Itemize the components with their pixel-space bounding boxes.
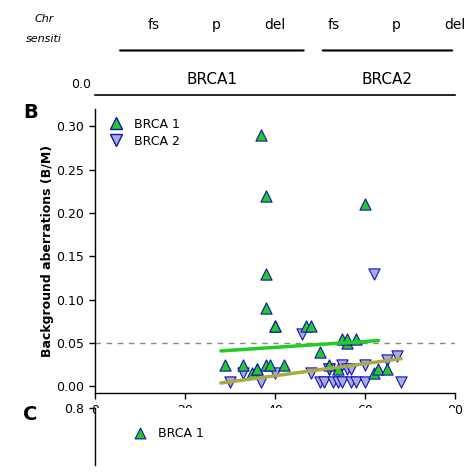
Point [374, 365, 382, 373]
Legend: BRCA 1, BRCA 2: BRCA 1, BRCA 2 [101, 115, 182, 150]
Point [334, 378, 342, 386]
Point [221, 361, 229, 369]
Point [320, 378, 328, 386]
Point [397, 378, 405, 386]
Text: B: B [23, 103, 37, 122]
Point [370, 370, 378, 377]
Point [392, 352, 400, 360]
Text: Chr: Chr [35, 14, 54, 24]
Point [226, 378, 234, 386]
Text: C: C [23, 405, 37, 424]
X-axis label: Age: Age [258, 422, 292, 438]
Point [361, 201, 369, 208]
Y-axis label: Background aberrations (B/M): Background aberrations (B/M) [41, 145, 54, 357]
Point [316, 348, 324, 356]
Point [383, 356, 391, 364]
Point [361, 361, 369, 369]
Point [343, 335, 351, 343]
Point [302, 322, 310, 329]
Point [248, 370, 256, 377]
Point [325, 361, 333, 369]
Point [257, 378, 265, 386]
Point [347, 378, 355, 386]
Point [298, 331, 306, 338]
Text: fs: fs [147, 18, 159, 32]
Point [271, 370, 279, 377]
Text: sensiti: sensiti [27, 35, 63, 45]
Point [280, 361, 288, 369]
Text: BRCA1: BRCA1 [186, 72, 237, 87]
Text: 0.0: 0.0 [71, 78, 91, 91]
Point [370, 270, 378, 278]
Text: fs: fs [328, 18, 339, 32]
Point [136, 429, 144, 437]
Point [352, 335, 360, 343]
Point [343, 365, 351, 373]
Point [361, 378, 369, 386]
Point [329, 378, 337, 386]
Point [262, 305, 270, 312]
Point [253, 365, 261, 373]
Point [262, 192, 270, 200]
Point [316, 378, 324, 386]
Point [338, 378, 346, 386]
Text: p: p [212, 18, 221, 32]
Point [352, 378, 360, 386]
Text: del: del [445, 18, 465, 32]
Point [257, 131, 265, 139]
Point [338, 335, 346, 343]
Point [325, 365, 333, 373]
Text: BRCA2: BRCA2 [362, 72, 413, 87]
Text: p: p [392, 18, 401, 32]
Point [334, 365, 342, 373]
Point [262, 361, 270, 369]
Text: BRCA 1: BRCA 1 [158, 427, 204, 440]
Point [253, 365, 261, 373]
Point [307, 322, 315, 329]
Point [262, 270, 270, 278]
Point [325, 365, 333, 373]
Point [271, 322, 279, 329]
Point [239, 370, 247, 377]
Point [383, 365, 391, 373]
Point [239, 361, 247, 369]
Point [266, 361, 274, 369]
Point [307, 370, 315, 377]
Point [343, 339, 351, 347]
Text: del: del [264, 18, 285, 32]
Point [347, 365, 355, 373]
Point [271, 322, 279, 329]
Point [338, 361, 346, 369]
